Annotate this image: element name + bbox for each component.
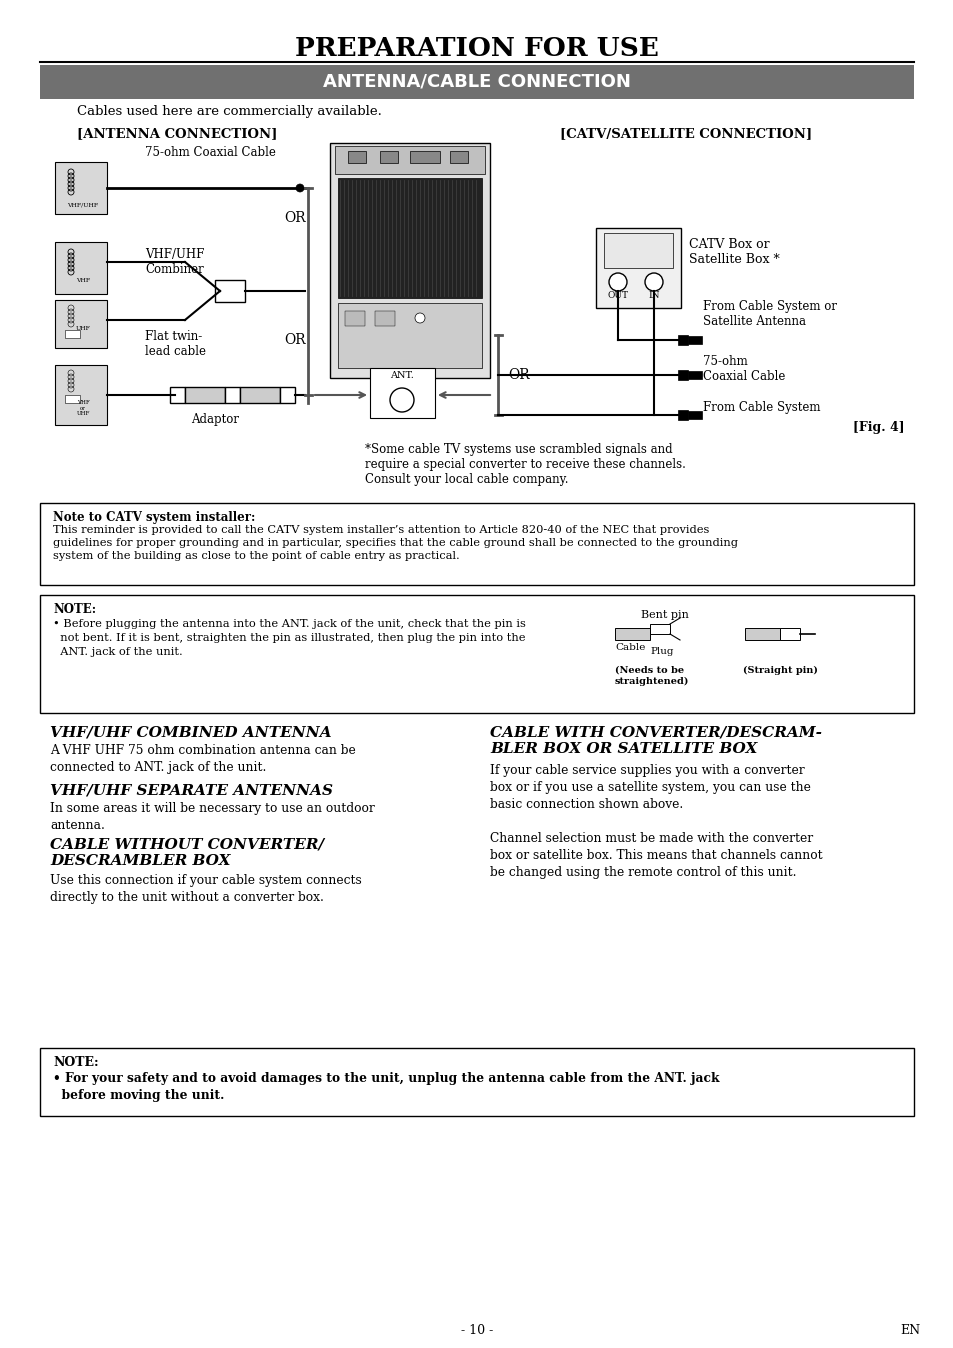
Text: [ANTENNA CONNECTION]: [ANTENNA CONNECTION] (77, 128, 277, 140)
Bar (65, 395, 80, 403)
Text: From Cable System: From Cable System (702, 402, 820, 414)
Text: CABLE WITHOUT CONVERTER/
DESCRAMBLER BOX: CABLE WITHOUT CONVERTER/ DESCRAMBLER BOX (50, 838, 324, 868)
Bar (240, 387, 280, 403)
Circle shape (608, 274, 626, 291)
Text: Use this connection if your cable system connects
directly to the unit without a: Use this connection if your cable system… (50, 874, 361, 905)
Bar (280, 387, 294, 403)
Text: VHF
or
UHF: VHF or UHF (76, 400, 90, 417)
Circle shape (295, 183, 304, 191)
Bar (55, 301, 107, 348)
Text: OR: OR (284, 212, 306, 225)
Bar (337, 303, 481, 368)
Text: Flat twin-
lead cable: Flat twin- lead cable (145, 330, 206, 359)
Text: Adaptor: Adaptor (191, 414, 239, 426)
Circle shape (415, 313, 424, 324)
Text: Bent pin: Bent pin (640, 611, 688, 620)
Text: VHF: VHF (76, 278, 90, 283)
Text: CABLE WITH CONVERTER/DESCRAM-
BLER BOX OR SATELLITE BOX: CABLE WITH CONVERTER/DESCRAM- BLER BOX O… (490, 727, 821, 756)
Bar (649, 624, 669, 634)
Text: UHF: UHF (75, 325, 91, 330)
Bar (687, 336, 701, 344)
Text: Note to CATV system installer:: Note to CATV system installer: (53, 511, 255, 524)
Bar (225, 387, 240, 403)
Bar (678, 410, 687, 421)
Bar (330, 143, 490, 377)
Circle shape (644, 274, 662, 291)
Bar (687, 411, 701, 419)
Text: OR: OR (284, 333, 306, 346)
Text: ANT.: ANT. (390, 371, 414, 380)
Text: OUT: OUT (607, 291, 628, 301)
Bar (678, 336, 687, 345)
Text: 75-ohm
Coaxial Cable: 75-ohm Coaxial Cable (702, 355, 784, 383)
Bar (678, 369, 687, 380)
Text: • For your safety and to avoid damages to the unit, unplug the antenna cable fro: • For your safety and to avoid damages t… (53, 1072, 719, 1103)
Text: 75-ohm Coaxial Cable: 75-ohm Coaxial Cable (145, 146, 275, 159)
Text: NOTE:: NOTE: (53, 1055, 98, 1069)
Circle shape (390, 388, 414, 412)
Bar (40, 594, 913, 713)
Bar (55, 365, 107, 425)
Text: A VHF UHF 75 ohm combination antenna can be
connected to ANT. jack of the unit.: A VHF UHF 75 ohm combination antenna can… (50, 744, 355, 774)
Bar (40, 503, 913, 585)
Text: If your cable service supplies you with a converter
box or if you use a satellit: If your cable service supplies you with … (490, 764, 821, 879)
Bar (335, 146, 484, 174)
Bar (370, 368, 435, 418)
Text: VHF/UHF: VHF/UHF (68, 202, 98, 208)
Bar (410, 151, 439, 163)
Text: (Needs to be
straightened): (Needs to be straightened) (615, 666, 689, 686)
Text: Plug: Plug (649, 647, 673, 656)
Bar (780, 628, 800, 640)
Bar (379, 151, 397, 163)
Bar (65, 330, 80, 338)
Text: Cable: Cable (615, 643, 644, 652)
Bar (185, 387, 225, 403)
Text: [Fig. 4]: [Fig. 4] (853, 422, 904, 434)
Text: From Cable System or
Satellite Antenna: From Cable System or Satellite Antenna (702, 301, 836, 328)
Text: PREPARATION FOR USE: PREPARATION FOR USE (294, 35, 659, 61)
Text: OR: OR (507, 368, 529, 381)
Bar (375, 311, 395, 326)
Bar (744, 628, 780, 640)
Bar (450, 151, 468, 163)
Bar (170, 387, 185, 403)
Text: EN: EN (899, 1324, 919, 1336)
Text: (Straight pin): (Straight pin) (741, 666, 817, 675)
Bar (603, 233, 672, 268)
Text: Cables used here are commercially available.: Cables used here are commercially availa… (77, 105, 381, 119)
Bar (55, 243, 107, 294)
Text: CATV Box or
Satellite Box *: CATV Box or Satellite Box * (688, 239, 779, 266)
Bar (40, 65, 913, 98)
Bar (214, 280, 245, 302)
Text: VHF/UHF
Combiner: VHF/UHF Combiner (145, 248, 204, 276)
Text: NOTE:: NOTE: (53, 603, 96, 616)
Text: VHF/UHF SEPARATE ANTENNAS: VHF/UHF SEPARATE ANTENNAS (50, 785, 333, 798)
Bar (345, 311, 365, 326)
Text: In some areas it will be necessary to use an outdoor
antenna.: In some areas it will be necessary to us… (50, 802, 375, 832)
Bar (615, 628, 649, 640)
Bar (687, 371, 701, 379)
Bar (55, 162, 107, 214)
Text: ANTENNA/CABLE CONNECTION: ANTENNA/CABLE CONNECTION (323, 73, 630, 92)
Text: - 10 -: - 10 - (460, 1324, 493, 1336)
Text: *Some cable TV systems use scrambled signals and
require a special converter to : *Some cable TV systems use scrambled sig… (365, 443, 685, 487)
Bar (337, 178, 481, 298)
Bar (40, 1047, 913, 1116)
Text: IN: IN (648, 291, 659, 301)
Text: [CATV/SATELLITE CONNECTION]: [CATV/SATELLITE CONNECTION] (559, 128, 811, 140)
Bar (596, 228, 680, 307)
Text: This reminder is provided to call the CATV system installer’s attention to Artic: This reminder is provided to call the CA… (53, 524, 738, 561)
Bar (348, 151, 366, 163)
Text: VHF/UHF COMBINED ANTENNA: VHF/UHF COMBINED ANTENNA (50, 727, 332, 740)
Text: • Before plugging the antenna into the ANT. jack of the unit, check that the pin: • Before plugging the antenna into the A… (53, 619, 525, 656)
